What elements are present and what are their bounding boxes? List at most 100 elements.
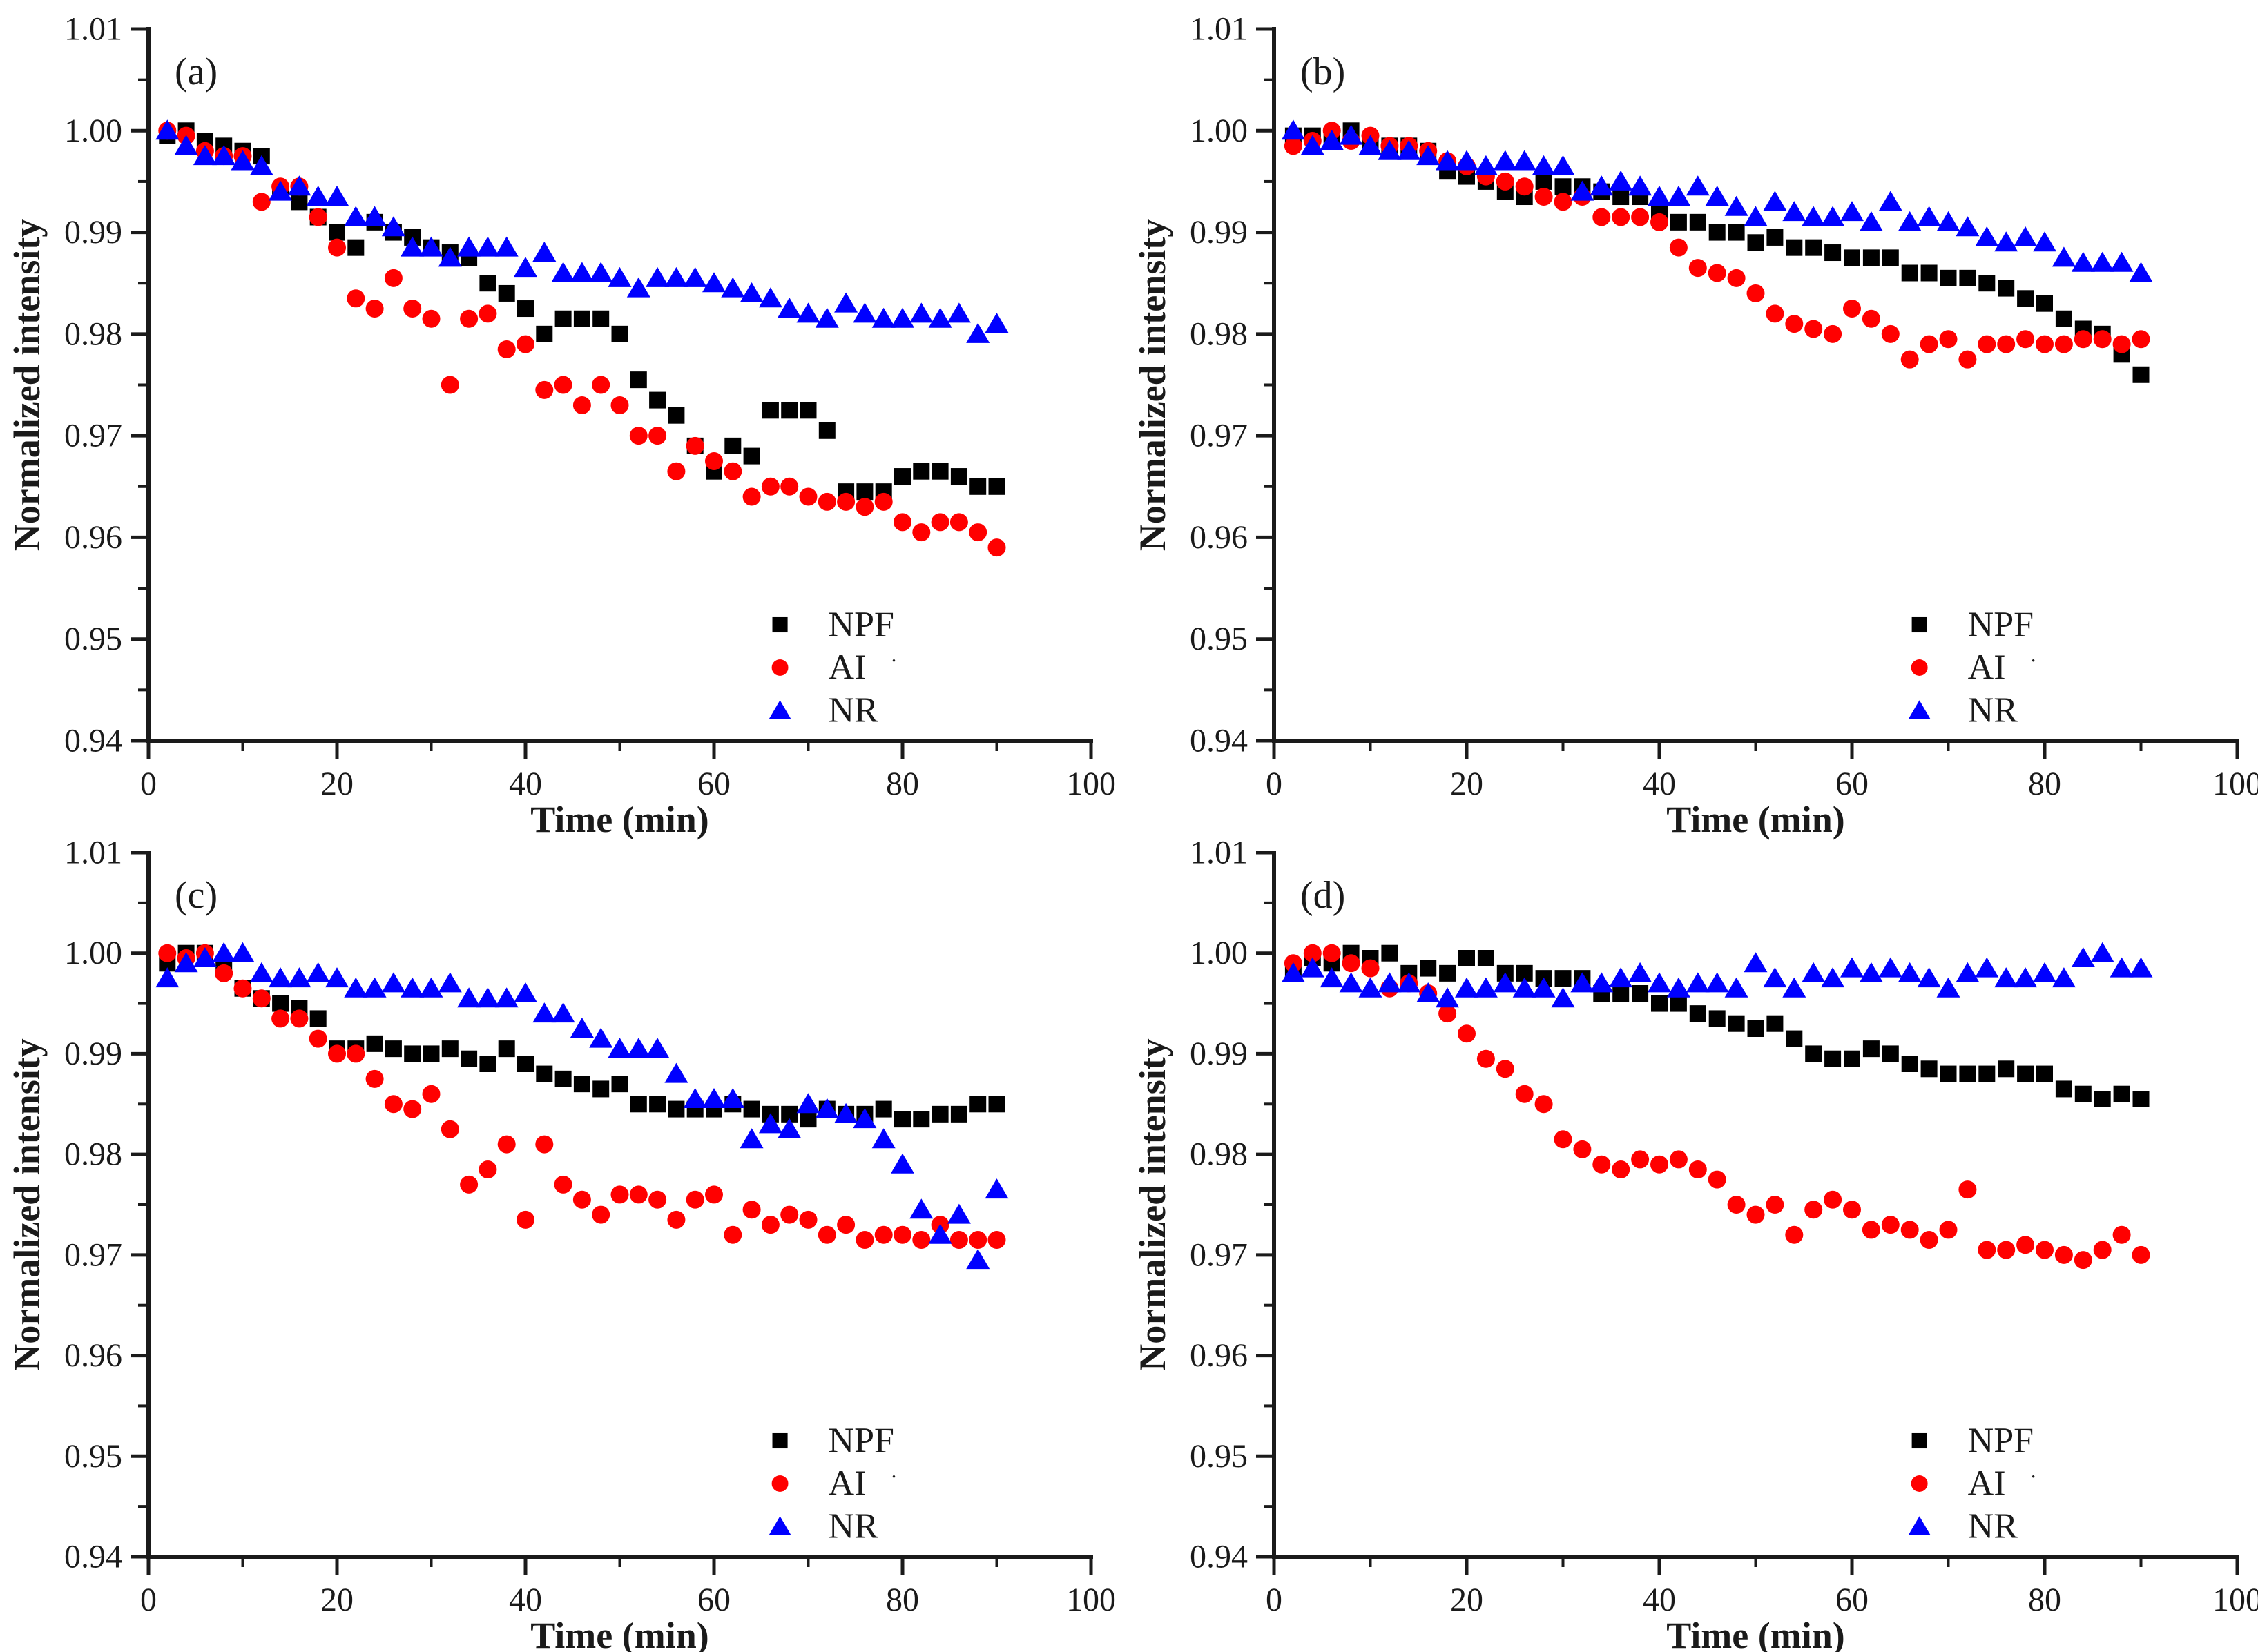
- data-point: [1859, 962, 1883, 982]
- data-point: [1920, 335, 1938, 353]
- data-point: [1397, 972, 1421, 993]
- data-point: [155, 967, 180, 988]
- y-axis-tick-label: 0.98: [1190, 315, 1248, 352]
- data-point: [2054, 1245, 2073, 1264]
- data-point: [740, 1128, 764, 1149]
- data-point: [498, 1040, 515, 1058]
- data-point: [1878, 191, 1902, 211]
- data-point: [381, 216, 405, 237]
- x-axis-title: Time (min): [530, 799, 708, 840]
- data-point: [1936, 211, 1960, 231]
- data-point: [1320, 967, 1344, 988]
- data-point: [778, 1118, 802, 1138]
- data-point: [1689, 1005, 1706, 1022]
- x-axis-title: Time (min): [530, 1615, 708, 1652]
- data-point: [328, 1044, 346, 1063]
- data-point: [1554, 193, 1572, 211]
- data-point: [664, 266, 688, 287]
- data-point: [1802, 206, 1826, 226]
- data-point: [856, 483, 874, 501]
- data-point: [1746, 284, 1765, 302]
- data-point: [969, 523, 987, 542]
- data-point: [1612, 1160, 1630, 1178]
- data-point: [2016, 330, 2035, 349]
- data-point: [193, 947, 217, 967]
- data-point: [1844, 1050, 1860, 1067]
- data-point: [328, 238, 346, 257]
- legend-marker-npf: [772, 1432, 788, 1449]
- data-point: [818, 422, 836, 439]
- data-point: [966, 1249, 990, 1270]
- data-point: [329, 224, 345, 241]
- data-point: [476, 987, 500, 1008]
- data-point: [1688, 259, 1707, 278]
- data-point: [231, 942, 255, 962]
- data-point: [648, 1190, 667, 1209]
- data-point: [401, 236, 425, 257]
- data-point: [1300, 957, 1324, 978]
- data-point: [683, 266, 707, 287]
- data-point: [592, 1205, 610, 1224]
- data-point: [1782, 977, 1806, 998]
- data-point: [1609, 170, 1633, 191]
- legend-marker-nr: [1909, 700, 1931, 719]
- y-axis-tick-label: 0.94: [1190, 723, 1248, 759]
- data-point: [1862, 249, 1880, 266]
- legend-label-suffix-dot: ·: [891, 1466, 898, 1488]
- data-point: [1901, 1056, 1918, 1072]
- data-point: [1959, 269, 1976, 286]
- data-point: [1573, 1140, 1592, 1158]
- data-point: [269, 967, 293, 988]
- data-point: [494, 236, 519, 257]
- data-point: [1708, 224, 1726, 241]
- data-point: [1786, 239, 1803, 256]
- data-point: [1997, 1241, 2016, 1259]
- data-point: [894, 1111, 911, 1128]
- data-point: [1900, 350, 1919, 369]
- data-point: [554, 310, 572, 327]
- data-point: [1862, 1221, 1880, 1239]
- data-point: [815, 1098, 839, 1118]
- data-point: [497, 1135, 516, 1154]
- data-point: [1744, 206, 1768, 226]
- data-point: [1535, 173, 1552, 190]
- data-point: [1997, 335, 2016, 353]
- data-point: [1554, 1130, 1572, 1149]
- legend-marker-ai: [771, 1475, 789, 1492]
- data-point: [589, 262, 613, 282]
- data-point: [1840, 957, 1864, 978]
- data-point: [1724, 977, 1748, 998]
- y-axis-tick-label: 0.97: [1190, 418, 1248, 454]
- data-point: [535, 380, 554, 399]
- data-point: [479, 1056, 496, 1072]
- data-point: [325, 186, 349, 206]
- legend-marker-ai: [1911, 659, 1928, 676]
- data-point: [874, 1225, 893, 1244]
- data-point: [1744, 952, 1768, 973]
- data-point: [1303, 944, 1322, 962]
- x-axis-tick-label: 0: [140, 1582, 157, 1618]
- y-axis-tick-label: 1.00: [1190, 113, 1248, 149]
- data-point: [479, 275, 496, 292]
- data-point: [894, 1225, 911, 1244]
- legend-marker-nr: [769, 700, 791, 719]
- data-point: [1747, 234, 1764, 251]
- legend-label-npf: NPF: [1968, 605, 2034, 645]
- x-axis-tick-label: 60: [1835, 1582, 1869, 1618]
- data-point: [2132, 366, 2150, 383]
- data-point: [1650, 213, 1668, 231]
- data-point: [626, 277, 650, 298]
- data-point: [1551, 155, 1575, 175]
- data-point: [1648, 186, 1671, 206]
- data-point: [626, 1038, 650, 1058]
- data-point: [966, 322, 990, 343]
- data-point: [1666, 186, 1690, 206]
- data-point: [909, 1198, 934, 1219]
- x-axis-tick-label: 0: [1266, 1582, 1282, 1618]
- data-point: [1728, 1015, 1745, 1032]
- data-point: [856, 498, 874, 516]
- data-point: [1824, 1050, 1842, 1067]
- data-point: [1786, 1030, 1803, 1047]
- data-point: [174, 135, 198, 155]
- data-point: [950, 468, 967, 485]
